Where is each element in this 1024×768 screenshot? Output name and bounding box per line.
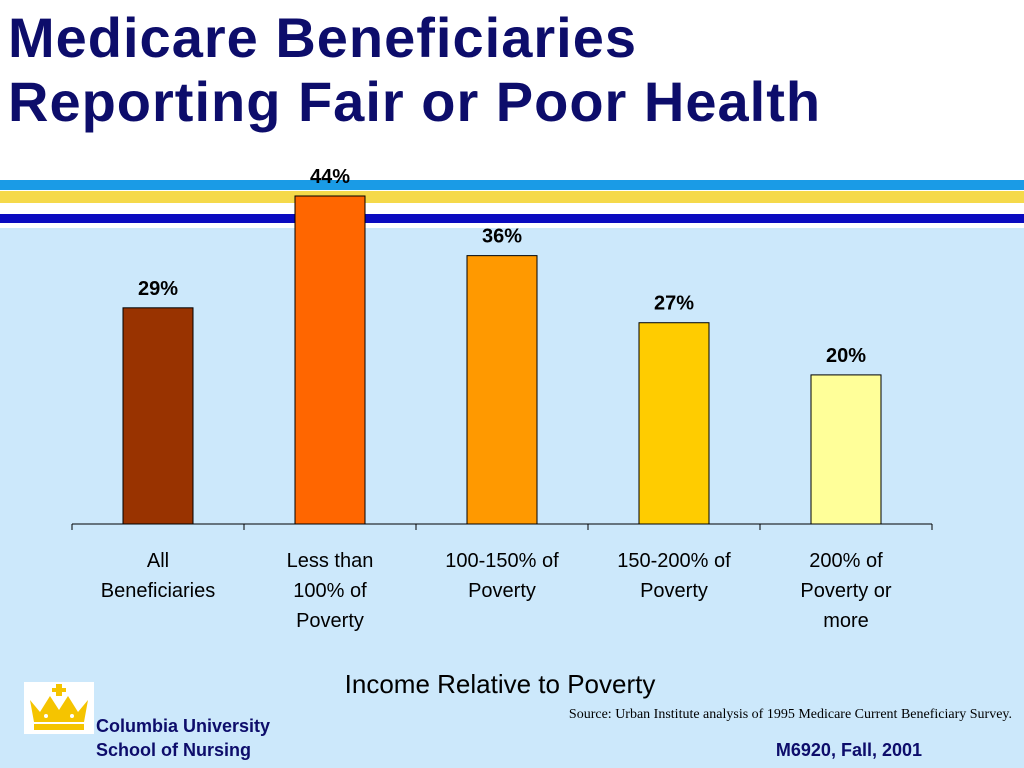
stripe-blue (0, 180, 1024, 190)
x-tick-label: All (147, 550, 169, 572)
x-tick-label: Poverty (640, 580, 708, 602)
footer-org-line-1: Columbia University (96, 716, 271, 736)
stripe-navy (0, 214, 1024, 223)
footer-course: M6920, Fall, 2001 (775, 740, 922, 760)
bar (294, 195, 366, 525)
x-tick-label: 150-200% of (617, 550, 731, 572)
x-tick-label: Less than (287, 550, 374, 572)
data-label: 20% (826, 345, 866, 367)
x-tick-label: 100% of (293, 580, 367, 602)
title-line-1: Medicare Beneficiaries (8, 6, 637, 69)
x-axis-title: Income Relative to Poverty (345, 669, 656, 699)
bar (122, 307, 194, 525)
x-tick-label: 100-150% of (445, 550, 559, 572)
bar (466, 255, 538, 525)
bar (638, 322, 710, 525)
x-tick-label: Poverty (468, 580, 536, 602)
x-tick-label: more (823, 610, 869, 632)
footer-org-line-2: School of Nursing (96, 740, 251, 760)
data-label: 36% (482, 226, 522, 248)
x-tick-label: Beneficiaries (101, 580, 216, 602)
title-line-2: Reporting Fair or Poor Health (8, 70, 822, 133)
bar-chart: 29% All Beneficiaries 44% Less than 100% of Po… (71, 166, 933, 699)
data-label: 44% (310, 166, 350, 188)
x-tick-label: 200% of (809, 550, 883, 572)
data-label: 27% (654, 293, 694, 315)
x-tick-label: Poverty (296, 610, 364, 632)
x-tick-label: Poverty or (800, 580, 891, 602)
slide-title: Medicare Beneficiaries Reporting Fair or… (8, 6, 1018, 134)
footer-band (0, 733, 1024, 768)
crown-icon (24, 682, 94, 734)
source-note: Source: Urban Institute analysis of 1995… (568, 707, 1012, 722)
bar (810, 374, 882, 525)
data-label: 29% (138, 278, 178, 300)
stripe-yellow (0, 191, 1024, 203)
